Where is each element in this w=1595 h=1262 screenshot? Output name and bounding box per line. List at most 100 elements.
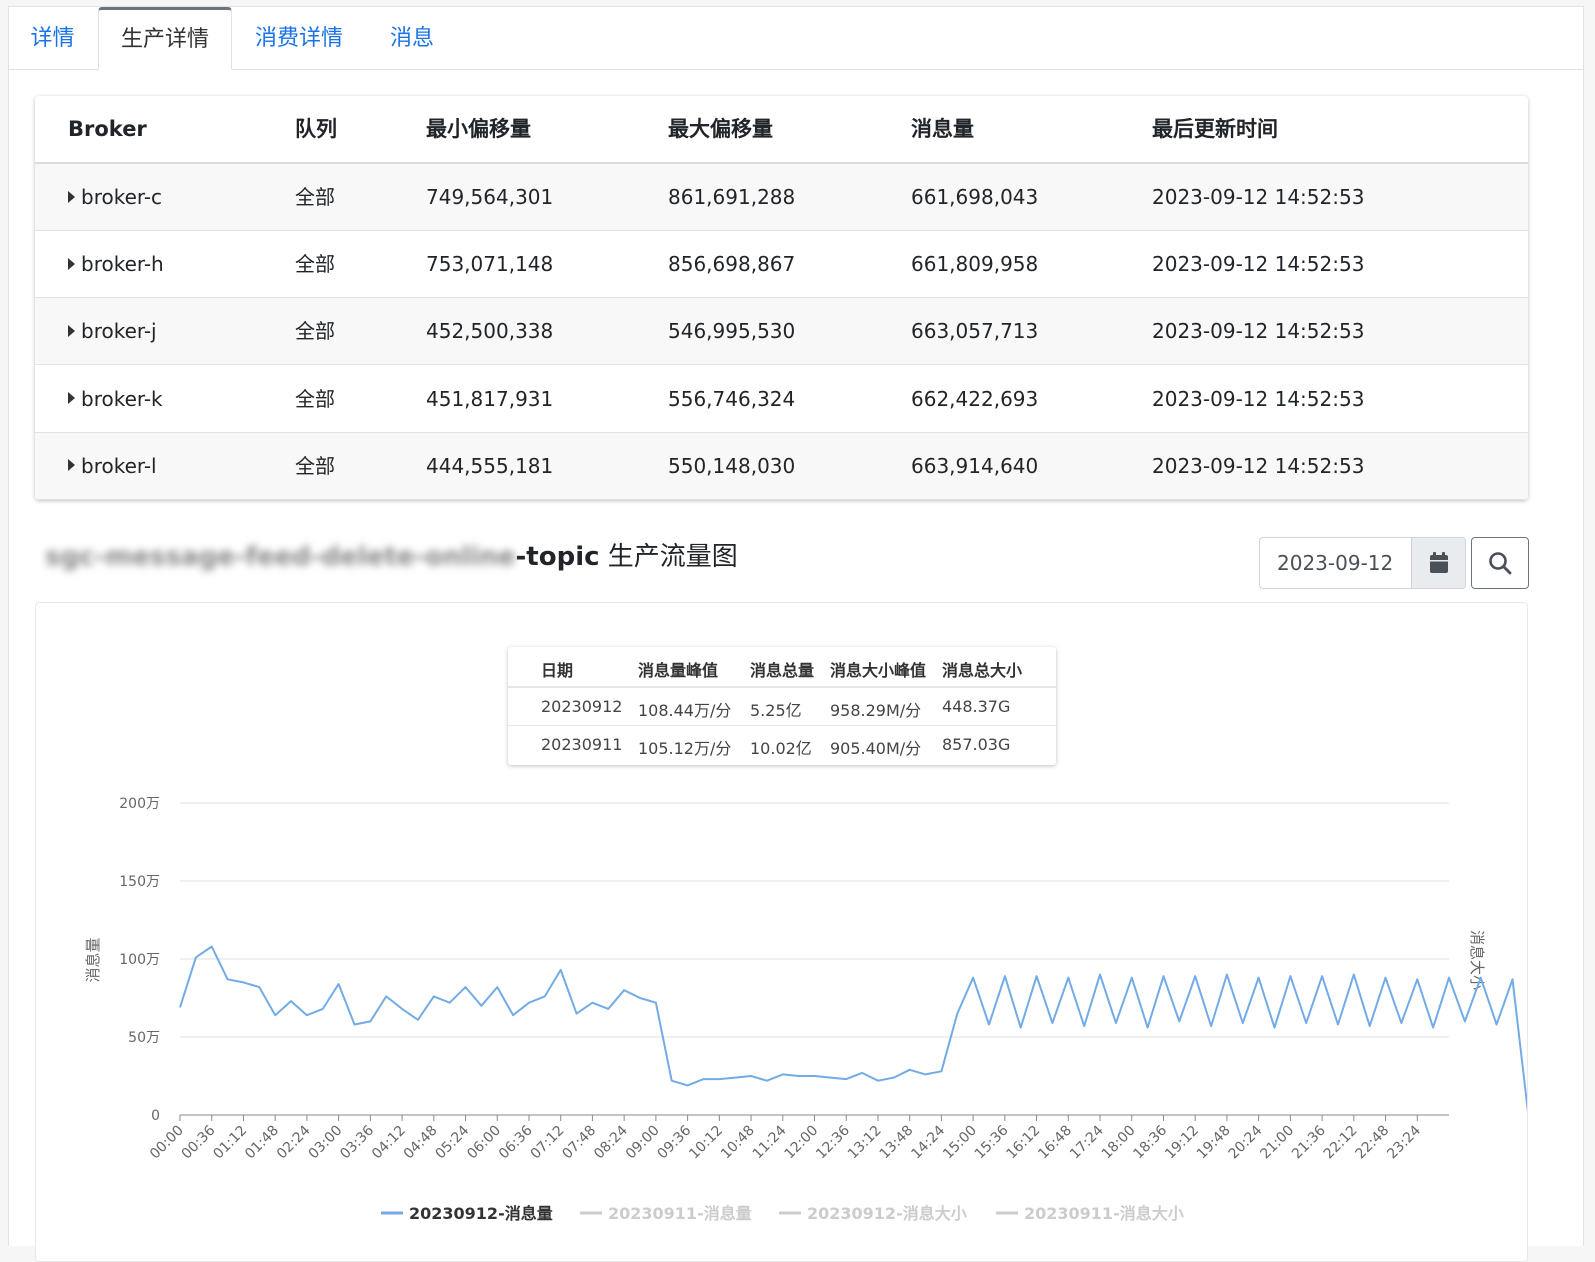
- x-tick-label: 20:24: [1226, 1122, 1266, 1162]
- table-row[interactable]: broker-h 全部 753,071,148 856,698,867 661,809,…: [35, 231, 1528, 299]
- table-row[interactable]: broker-j 全部 452,500,338 546,995,530 663,057,…: [35, 298, 1528, 366]
- broker-name: broker-l: [81, 453, 157, 478]
- x-tick-label: 21:00: [1257, 1123, 1297, 1163]
- cell-message-count: 662,422,693: [911, 386, 1039, 411]
- stats-cell: 448.37G: [942, 697, 1011, 716]
- cell-min-offset: 444,555,181: [426, 453, 554, 478]
- column-header-queue: 队列: [295, 117, 337, 141]
- search-button[interactable]: [1471, 537, 1529, 589]
- x-tick-label: 10:12: [686, 1123, 726, 1163]
- cell-broker: broker-j: [68, 298, 157, 365]
- x-tick-label: 08:24: [591, 1122, 631, 1162]
- stats-header-peak-count: 消息量峰值: [638, 661, 719, 680]
- broker-name: broker-h: [81, 252, 164, 277]
- stats-cell: 857.03G: [942, 735, 1011, 754]
- cell-message-count: 661,809,958: [911, 252, 1039, 277]
- broker-name: broker-j: [81, 319, 157, 344]
- cell-message-count: 661,698,043: [911, 185, 1039, 209]
- table-row[interactable]: broker-c 全部 749,564,301 861,691,288 661,698,…: [35, 164, 1528, 231]
- cell-min-offset: 452,500,338: [426, 319, 554, 344]
- daily-stats-table: 日期 消息量峰值 消息总量 消息大小峰值 消息总大小 20230912 108.…: [508, 647, 1056, 765]
- expand-caret-icon[interactable]: [68, 190, 75, 203]
- y-axis-title: 消息量: [84, 937, 102, 982]
- x-tick-label: 11:24: [750, 1122, 790, 1162]
- broker-offset-table: Broker 队列 最小偏移量 最大偏移量 消息量 最后更新时间 broker-…: [35, 96, 1528, 500]
- legend-item[interactable]: 20230911-消息大小: [1024, 1204, 1184, 1223]
- stats-cell: 20230912: [541, 697, 623, 716]
- x-tick-label: 03:36: [337, 1122, 377, 1162]
- table-row[interactable]: broker-l 全部 444,555,181 550,148,030 663,914,…: [35, 432, 1528, 500]
- y2-axis-title: 消息大小: [1468, 930, 1486, 990]
- cell-last-updated: 2023-09-12 14:52:53: [1152, 252, 1365, 277]
- x-tick-label: 13:48: [877, 1123, 917, 1163]
- x-tick-label: 19:48: [1194, 1123, 1234, 1163]
- x-tick-label: 04:48: [401, 1123, 441, 1163]
- cell-broker: broker-k: [68, 366, 163, 433]
- stats-header-total-count: 消息总量: [750, 661, 815, 680]
- y-tick-label: 50万: [128, 1030, 160, 1046]
- cell-min-offset: 753,071,148: [426, 252, 554, 277]
- date-input[interactable]: 2023-09-12: [1277, 551, 1394, 575]
- tab-details[interactable]: 详情: [30, 26, 75, 51]
- column-header-broker: Broker: [68, 117, 147, 141]
- x-tick-label: 18:00: [1099, 1123, 1139, 1163]
- column-header-min-offset: 最小偏移量: [426, 117, 531, 141]
- tab-production-details[interactable]: 生产详情: [98, 7, 232, 70]
- traffic-chart-card: 日期 消息量峰值 消息总量 消息大小峰值 消息总大小 20230912 108.…: [35, 602, 1528, 1262]
- stats-cell: 10.02亿: [750, 739, 812, 758]
- stats-cell: 905.40M/分: [830, 739, 922, 758]
- cell-queue: 全部: [295, 453, 335, 478]
- broker-name: broker-k: [81, 386, 163, 411]
- x-tick-label: 19:12: [1162, 1123, 1202, 1163]
- table-header: Broker 队列 最小偏移量 最大偏移量 消息量 最后更新时间: [35, 96, 1528, 164]
- column-header-message-count: 消息量: [911, 117, 974, 141]
- x-tick-label: 16:48: [1035, 1123, 1075, 1163]
- cell-max-offset: 856,698,867: [668, 252, 796, 277]
- x-tick-label: 22:12: [1321, 1123, 1361, 1163]
- expand-caret-icon[interactable]: [68, 324, 75, 337]
- table-row[interactable]: broker-k 全部 451,817,931 556,746,324 662,422,…: [35, 366, 1528, 433]
- expand-caret-icon[interactable]: [68, 459, 75, 472]
- tab-consumption-details[interactable]: 消费详情: [254, 26, 343, 51]
- stats-divider: [508, 725, 1056, 726]
- cell-broker: broker-c: [68, 164, 162, 231]
- x-tick-label: 07:12: [528, 1123, 568, 1163]
- x-tick-label: 17:24: [1067, 1122, 1107, 1162]
- stats-cell: 108.44万/分: [638, 701, 732, 720]
- x-tick-label: 00:00: [147, 1123, 187, 1163]
- x-tick-label: 09:36: [655, 1122, 695, 1162]
- legend-item[interactable]: 20230912-消息量: [409, 1204, 553, 1223]
- legend-item[interactable]: 20230912-消息大小: [807, 1204, 967, 1223]
- cell-last-updated: 2023-09-12 14:52:53: [1152, 319, 1365, 344]
- stats-cell: 20230911: [541, 735, 623, 754]
- tab-messages[interactable]: 消息: [389, 26, 434, 51]
- x-tick-label: 10:48: [718, 1123, 758, 1163]
- expand-caret-icon[interactable]: [68, 257, 75, 270]
- x-tick-label: 01:48: [242, 1123, 282, 1163]
- x-tick-label: 18:36: [1130, 1122, 1170, 1162]
- cell-last-updated: 2023-09-12 14:52:53: [1152, 453, 1365, 478]
- cell-max-offset: 556,746,324: [668, 386, 796, 411]
- x-tick-label: 15:36: [972, 1122, 1012, 1162]
- cell-max-offset: 546,995,530: [668, 319, 796, 344]
- legend-item[interactable]: 20230911-消息量: [608, 1204, 752, 1223]
- calendar-button[interactable]: [1411, 538, 1465, 588]
- cell-queue: 全部: [295, 252, 335, 277]
- column-header-max-offset: 最大偏移量: [668, 117, 773, 141]
- cell-message-count: 663,914,640: [911, 453, 1039, 478]
- topic-detail-panel: 详情 生产详情 消费详情 消息 Broker 队列 最小偏移量 最大偏移量 消息…: [8, 6, 1584, 1262]
- x-tick-label: 05:24: [433, 1122, 473, 1162]
- cell-broker: broker-l: [68, 433, 157, 500]
- chart-heading: sgc-message-feed-delete-online-topic 生产流…: [45, 537, 738, 577]
- stats-cell: 5.25亿: [750, 701, 802, 720]
- topic-suffix: -topic: [515, 542, 600, 572]
- tab-bar: 详情 生产详情 消费详情 消息: [9, 7, 1583, 70]
- expand-caret-icon[interactable]: [68, 392, 75, 405]
- x-tick-label: 09:00: [623, 1123, 663, 1163]
- stats-cell: 105.12万/分: [638, 739, 732, 758]
- x-tick-label: 16:12: [1004, 1123, 1044, 1163]
- cell-max-offset: 550,148,030: [668, 453, 796, 478]
- x-tick-label: 23:24: [1384, 1122, 1424, 1162]
- search-icon: [1489, 552, 1512, 575]
- x-tick-label: 02:24: [274, 1122, 314, 1162]
